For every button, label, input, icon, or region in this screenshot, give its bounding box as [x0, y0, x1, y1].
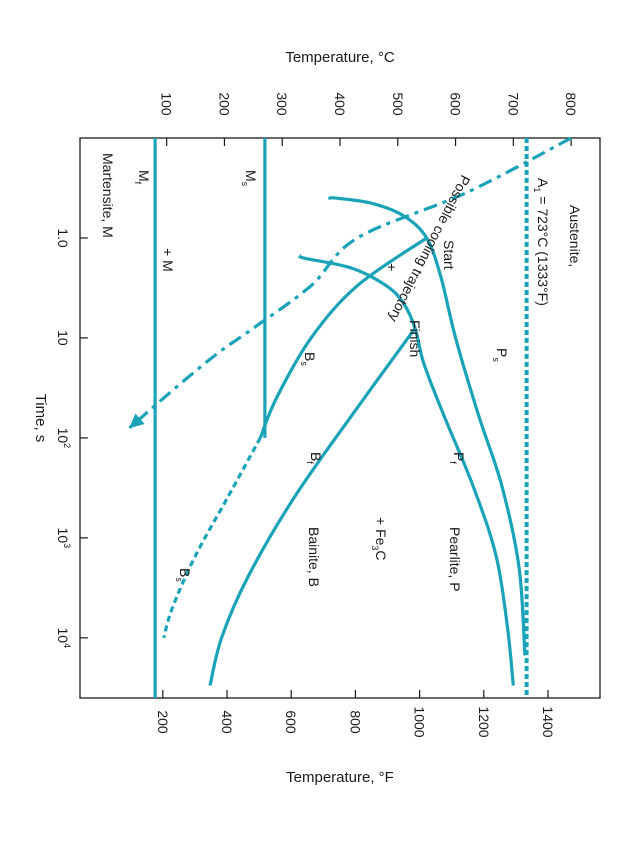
ps-label: Ps: [491, 348, 510, 362]
fahrenheit-tick-label: 1000: [412, 706, 428, 737]
time-tick-label: 103: [55, 528, 72, 549]
pf-sub: f: [448, 461, 458, 464]
time-axis-title: Time, s: [32, 394, 49, 443]
bs2-sub: s: [174, 577, 184, 582]
celsius-tick-label: 700: [505, 92, 521, 116]
pf-main: P: [451, 452, 467, 461]
fe3c-sub: 3: [370, 545, 380, 550]
fahrenheit-tick-label: 1200: [476, 706, 492, 737]
a1-main: A: [535, 178, 551, 188]
bs2-label: Bs: [174, 568, 193, 582]
fahrenheit-tick-label: 400: [219, 710, 235, 734]
celsius-tick-label: 800: [563, 92, 579, 116]
mf-label: Mf: [133, 170, 152, 185]
time-tick-sup: 4: [62, 643, 72, 648]
celsius-tick-label: 500: [390, 92, 406, 116]
time-tick-label: 10: [55, 330, 71, 346]
austenite-label: Austenite,: [567, 205, 583, 267]
celsius-tick-label: 100: [159, 92, 175, 116]
finish-label: Finish: [407, 320, 423, 357]
a1-label: A1 = 723°C (1333°F): [532, 178, 551, 306]
martensite-label: Martensite, M: [100, 153, 116, 238]
bs-sub: s: [299, 361, 309, 366]
series-finish: [297, 254, 515, 686]
time-tick-sup: 3: [62, 543, 72, 548]
series-bs: [258, 236, 428, 439]
fe3c-post: C: [373, 550, 389, 560]
celsius-tick-label: 600: [448, 92, 464, 116]
series-layer: [128, 136, 572, 698]
start-label: Start: [441, 240, 457, 270]
series-bf: [208, 327, 417, 686]
celsius-tick-labels: 100 200 300 400 500 600 700 800: [159, 92, 579, 116]
bainite-label: Bainite, B: [306, 527, 322, 587]
celsius-tick-label: 400: [332, 92, 348, 116]
ms-sub: s: [240, 182, 250, 187]
fahrenheit-tick-label: 1400: [540, 706, 556, 737]
series-start: [328, 196, 527, 656]
bf-main: B: [308, 452, 324, 461]
series-bs: [162, 437, 262, 639]
mf-sub: f: [133, 182, 143, 185]
bs-label: Bs: [299, 352, 318, 366]
plus-m-label: + M: [160, 248, 176, 272]
fahrenheit-tick-label: 200: [155, 710, 171, 734]
bf-sub: f: [305, 461, 315, 464]
fahrenheit-tick-label: 800: [347, 710, 363, 734]
ms-label: Ms: [240, 170, 259, 187]
a1-sub: 1: [532, 187, 542, 192]
plus-label: +: [384, 263, 400, 271]
fe3c-label: + Fe3C: [370, 517, 389, 561]
ps-main: P: [494, 348, 510, 357]
fe3c-pre: + Fe: [373, 517, 389, 546]
a1-value: = 723°C (1333°F): [535, 192, 551, 306]
bf-label: Bf: [305, 452, 324, 464]
time-tick-label: 102: [55, 428, 72, 449]
trajectory-arrowhead: [129, 413, 145, 429]
pf-label: Pf: [448, 452, 467, 464]
bs2-main: B: [177, 568, 193, 577]
pearlite-label: Pearlite, P: [447, 527, 463, 592]
mf-main: M: [136, 170, 152, 182]
celsius-tick-label: 200: [216, 92, 232, 116]
top-axis-title: Temperature, °C: [285, 49, 395, 66]
bottom-axis-title: Temperature, °F: [286, 769, 394, 786]
trajectory-label: Possible cooling trajectory: [385, 173, 473, 325]
axis-ticks: [80, 138, 572, 698]
time-tick-sup: 2: [62, 443, 72, 448]
time-tick-label: 104: [55, 628, 72, 649]
celsius-tick-label: 300: [274, 92, 290, 116]
fahrenheit-tick-label: 600: [283, 710, 299, 734]
time-tick-label: 1.0: [55, 228, 71, 248]
ps-sub: s: [491, 357, 501, 362]
time-tick-labels: 1.0 10 102 103 104: [55, 228, 72, 648]
fahrenheit-tick-labels: 200 400 600 800 1000 1200 1400: [155, 706, 556, 737]
series-possible-cooling-trajectory: [128, 136, 572, 430]
bs-main: B: [302, 352, 318, 361]
ms-main: M: [243, 170, 259, 182]
